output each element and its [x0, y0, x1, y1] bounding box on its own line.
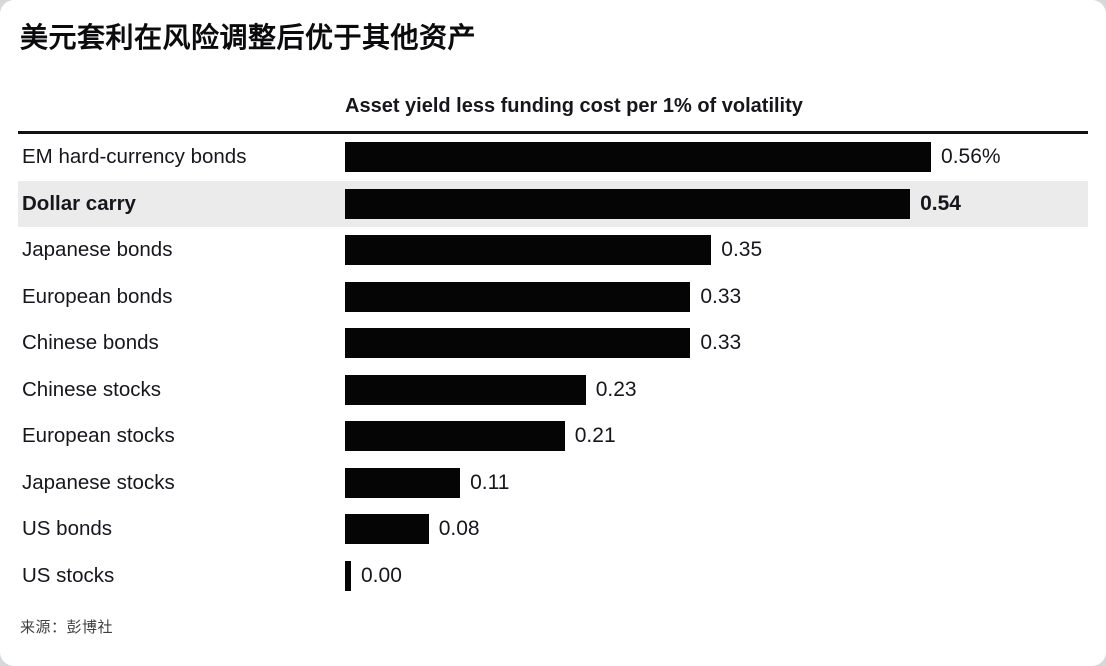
category-label: Chinese stocks — [22, 377, 162, 401]
category-label: US stocks — [22, 563, 115, 587]
bar — [345, 421, 565, 452]
bar-track: 0.54 — [345, 181, 1088, 228]
chart-row: Japanese stocks 0.11 — [18, 460, 1088, 507]
bar-track: 0.00 — [345, 553, 1088, 600]
chart-title: 美元套利在风险调整后优于其他资产 — [20, 22, 477, 53]
category-label: European stocks — [22, 424, 175, 448]
bar-track: 0.11 — [345, 460, 1088, 507]
value-label: 0.33 — [700, 331, 742, 355]
value-label: 0.21 — [574, 424, 616, 448]
category-label: US bonds — [22, 517, 113, 541]
bar-track: 0.21 — [345, 413, 1088, 460]
bar-track: 0.08 — [345, 506, 1088, 553]
bar — [345, 467, 461, 498]
value-label: 0.35 — [721, 238, 763, 262]
bar — [345, 328, 691, 359]
value-label: 0.33 — [700, 284, 742, 308]
category-label: European bonds — [22, 284, 173, 308]
category-label: EM hard-currency bonds — [22, 145, 247, 169]
value-label: 0.08 — [438, 517, 480, 541]
bar-track: 0.56% — [345, 134, 1088, 181]
bar — [345, 235, 712, 266]
bar — [345, 374, 586, 405]
chart-row: US stocks 0.00 — [18, 553, 1088, 600]
category-label: Japanese bonds — [22, 238, 173, 262]
chart-row: European stocks 0.21 — [18, 413, 1088, 460]
chart-row: EM hard-currency bonds 0.56% — [18, 134, 1088, 181]
value-label: 0.56% — [941, 145, 1001, 169]
chart-row: Chinese stocks 0.23 — [18, 367, 1088, 414]
chart-row: Chinese bonds 0.33 — [18, 320, 1088, 367]
bar — [345, 281, 691, 312]
source-note: 来源：彭博社 — [20, 619, 114, 636]
bar-track: 0.33 — [345, 274, 1088, 321]
bar-track: 0.33 — [345, 320, 1088, 367]
value-label: 0.54 — [920, 191, 961, 215]
bar — [345, 514, 429, 545]
chart-row: Japanese bonds 0.35 — [18, 227, 1088, 274]
category-label: Japanese stocks — [22, 470, 175, 494]
value-label: 0.11 — [470, 470, 510, 494]
bar — [345, 142, 932, 173]
bar-chart: EM hard-currency bonds 0.56% Dollar carr… — [18, 134, 1088, 599]
header-rule — [18, 131, 1088, 134]
category-label: Chinese bonds — [22, 331, 159, 355]
category-label: Dollar carry — [22, 191, 136, 215]
bar-track: 0.23 — [345, 367, 1088, 414]
value-label: 0.23 — [595, 377, 637, 401]
bar-track: 0.35 — [345, 227, 1088, 274]
value-label: 0.00 — [361, 563, 402, 587]
chart-row: Dollar carry 0.54 — [18, 180, 1088, 228]
chart-subtitle: Asset yield less funding cost per 1% of … — [345, 95, 803, 117]
bar — [345, 560, 351, 591]
bar — [345, 188, 911, 219]
chart-row: European bonds 0.33 — [18, 274, 1088, 321]
chart-row: US bonds 0.08 — [18, 506, 1088, 553]
